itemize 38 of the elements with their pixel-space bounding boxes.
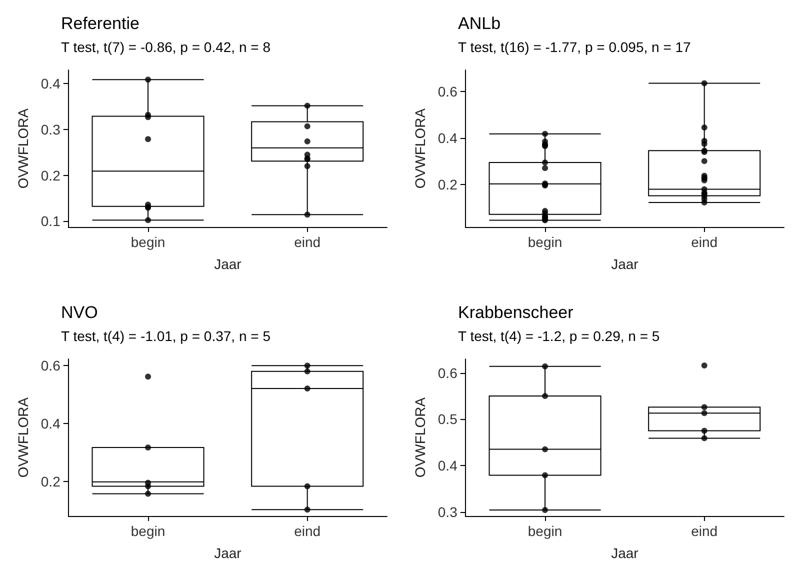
x-tick-label: begin (528, 234, 562, 250)
y-axis-title: OVWFLORA (412, 396, 428, 478)
chart-title: ANLb (458, 14, 501, 33)
x-tick-label: eind (691, 523, 718, 539)
chart-subtitle: T test, t(7) = -0.86, p = 0.42, n = 8 (61, 39, 271, 55)
y-tick-label: 0.3 (40, 122, 61, 138)
y-tick-label: 0.6 (438, 83, 458, 100)
y-tick-label: 0.1 (40, 213, 61, 230)
x-tick-label: eind (294, 523, 321, 539)
y-tick-label: 0.4 (438, 458, 458, 474)
y-tick-label: 0.4 (40, 76, 61, 92)
y-axis-title: OVWFLORA (15, 396, 31, 478)
x-tick-label: eind (691, 234, 718, 250)
y-tick-label: 0.6 (40, 358, 61, 374)
x-tick-label: begin (528, 523, 562, 539)
chart-title: Krabbenscheer (458, 303, 574, 322)
y-tick-label: 0.2 (438, 176, 458, 193)
y-tick-label: 0.3 (438, 504, 458, 520)
y-axis-title: OVWFLORA (15, 108, 31, 189)
y-axis-title: OVWFLORA (412, 108, 428, 189)
x-axis-title: Jaar (214, 256, 242, 272)
y-tick-label: 0.6 (438, 364, 458, 381)
x-axis-title: Jaar (214, 545, 242, 561)
x-tick-label: begin (130, 234, 166, 250)
y-tick-label: 0.2 (40, 167, 61, 184)
x-axis-title: Jaar (611, 545, 639, 561)
y-tick-label: 0.4 (438, 130, 458, 146)
x-tick-label: begin (130, 523, 166, 539)
chart-title: NVO (61, 303, 98, 322)
chart-subtitle: T test, t(4) = -1.01, p = 0.37, n = 5 (61, 328, 271, 344)
chart-subtitle: T test, t(4) = -1.2, p = 0.29, n = 5 (458, 328, 660, 344)
y-tick-label: 0.2 (40, 473, 61, 490)
chart-title: Referentie (61, 14, 140, 33)
x-tick-label: eind (294, 234, 321, 250)
y-tick-label: 0.4 (40, 415, 61, 432)
y-tick-label: 0.5 (438, 411, 458, 428)
chart-subtitle: T test, t(16) = -1.77, p = 0.095, n = 17 (458, 39, 692, 55)
x-axis-title: Jaar (611, 256, 639, 272)
